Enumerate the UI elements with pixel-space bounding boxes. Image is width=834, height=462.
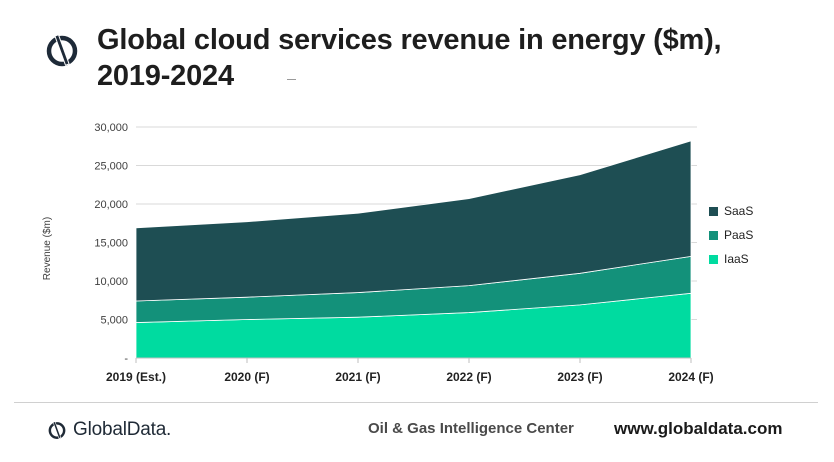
legend-item-paas: PaaS — [709, 223, 753, 247]
legend-swatch — [709, 254, 718, 264]
legend-label: IaaS — [724, 252, 749, 266]
x-tick-label: 2020 (F) — [224, 370, 269, 384]
legend-swatch — [709, 230, 718, 240]
x-tick-label: 2023 (F) — [557, 370, 602, 384]
area-saas — [135, 140, 692, 302]
legend-label: PaaS — [724, 228, 754, 242]
globaldata-ring-icon — [48, 421, 66, 439]
y-tick-label: 25,000 — [94, 161, 128, 173]
legend-item-iaas: IaaS — [709, 247, 753, 271]
y-tick-label: - — [124, 353, 128, 365]
x-tick-label: 2019 (Est.) — [106, 370, 166, 384]
footer-logo: GlobalData. — [46, 418, 171, 442]
legend-label: SaaS — [724, 204, 754, 218]
y-axis-title: Revenue ($m) — [42, 217, 53, 280]
footer-url-link[interactable]: www.globaldata.com — [614, 419, 783, 438]
chart-title-line2: 2019-2024 — [97, 60, 234, 92]
title-divider-mark — [287, 79, 296, 80]
chart-title: Global cloud services revenue in energy … — [97, 22, 737, 94]
stacked-areas — [135, 140, 692, 359]
y-tick-label: 5,000 — [100, 315, 128, 327]
globaldata-logo-icon — [46, 34, 78, 67]
y-tick-label: 10,000 — [94, 276, 128, 288]
footer-brand-name: GlobalData. — [73, 419, 172, 440]
y-tick-label: 20,000 — [94, 199, 128, 211]
x-tick-label: 2024 (F) — [668, 370, 713, 384]
legend-item-saas: SaaS — [709, 199, 753, 223]
y-tick-label: 30,000 — [94, 122, 128, 134]
footer-center-text: Oil & Gas Intelligence Center — [368, 420, 574, 437]
revenue-area-chart: - 5,000 10,000 15,000 20,000 25,000 30,000 2019… — [42, 122, 714, 384]
y-tick-label: 15,000 — [94, 238, 128, 250]
legend-swatch — [709, 206, 718, 216]
footer-divider — [14, 402, 818, 403]
chart-title-line1: Global cloud services revenue in energy … — [97, 24, 722, 56]
x-tick-label: 2022 (F) — [446, 370, 491, 384]
axes: - 5,000 10,000 15,000 20,000 25,000 30,000 2019… — [42, 122, 714, 384]
chart-legend: SaaS PaaS IaaS — [709, 199, 753, 271]
x-tick-label: 2021 (F) — [335, 370, 380, 384]
